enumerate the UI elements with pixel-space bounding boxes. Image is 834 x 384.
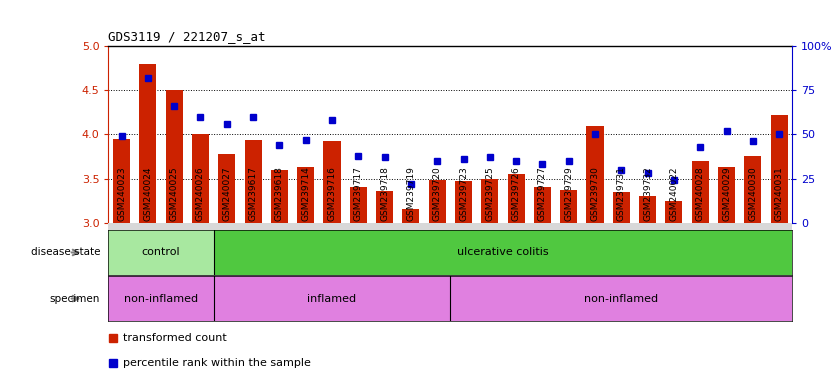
Bar <box>214 276 450 321</box>
Text: control: control <box>142 247 180 258</box>
Bar <box>214 230 792 275</box>
Text: GDS3119 / 221207_s_at: GDS3119 / 221207_s_at <box>108 30 266 43</box>
Text: specimen: specimen <box>50 293 100 304</box>
Bar <box>139 64 157 223</box>
Bar <box>534 187 551 223</box>
Bar <box>376 191 393 223</box>
Bar <box>349 187 367 223</box>
Bar <box>113 139 130 223</box>
Bar <box>192 134 209 223</box>
Text: ulcerative colitis: ulcerative colitis <box>457 247 549 258</box>
Bar <box>244 140 262 223</box>
Bar <box>455 181 472 223</box>
Bar <box>666 200 682 223</box>
Bar <box>481 179 499 223</box>
Bar <box>450 276 792 321</box>
Bar <box>691 161 709 223</box>
Bar <box>429 180 445 223</box>
Bar <box>219 154 235 223</box>
Bar <box>560 190 577 223</box>
Text: transformed count: transformed count <box>123 333 227 343</box>
Bar <box>297 167 314 223</box>
Text: non-inflamed: non-inflamed <box>124 293 198 304</box>
Bar <box>271 170 288 223</box>
Bar <box>744 157 761 223</box>
Text: non-inflamed: non-inflamed <box>585 293 658 304</box>
Bar <box>108 276 214 321</box>
Bar <box>508 174 525 223</box>
Text: inflamed: inflamed <box>308 293 357 304</box>
Bar <box>639 196 656 223</box>
Bar <box>324 141 340 223</box>
Bar <box>771 115 787 223</box>
Bar <box>613 192 630 223</box>
Bar <box>718 167 735 223</box>
Text: disease state: disease state <box>31 247 100 258</box>
Text: percentile rank within the sample: percentile rank within the sample <box>123 358 311 368</box>
Bar <box>402 210 420 223</box>
Bar <box>166 90 183 223</box>
Bar <box>108 230 214 275</box>
Bar <box>586 126 604 223</box>
